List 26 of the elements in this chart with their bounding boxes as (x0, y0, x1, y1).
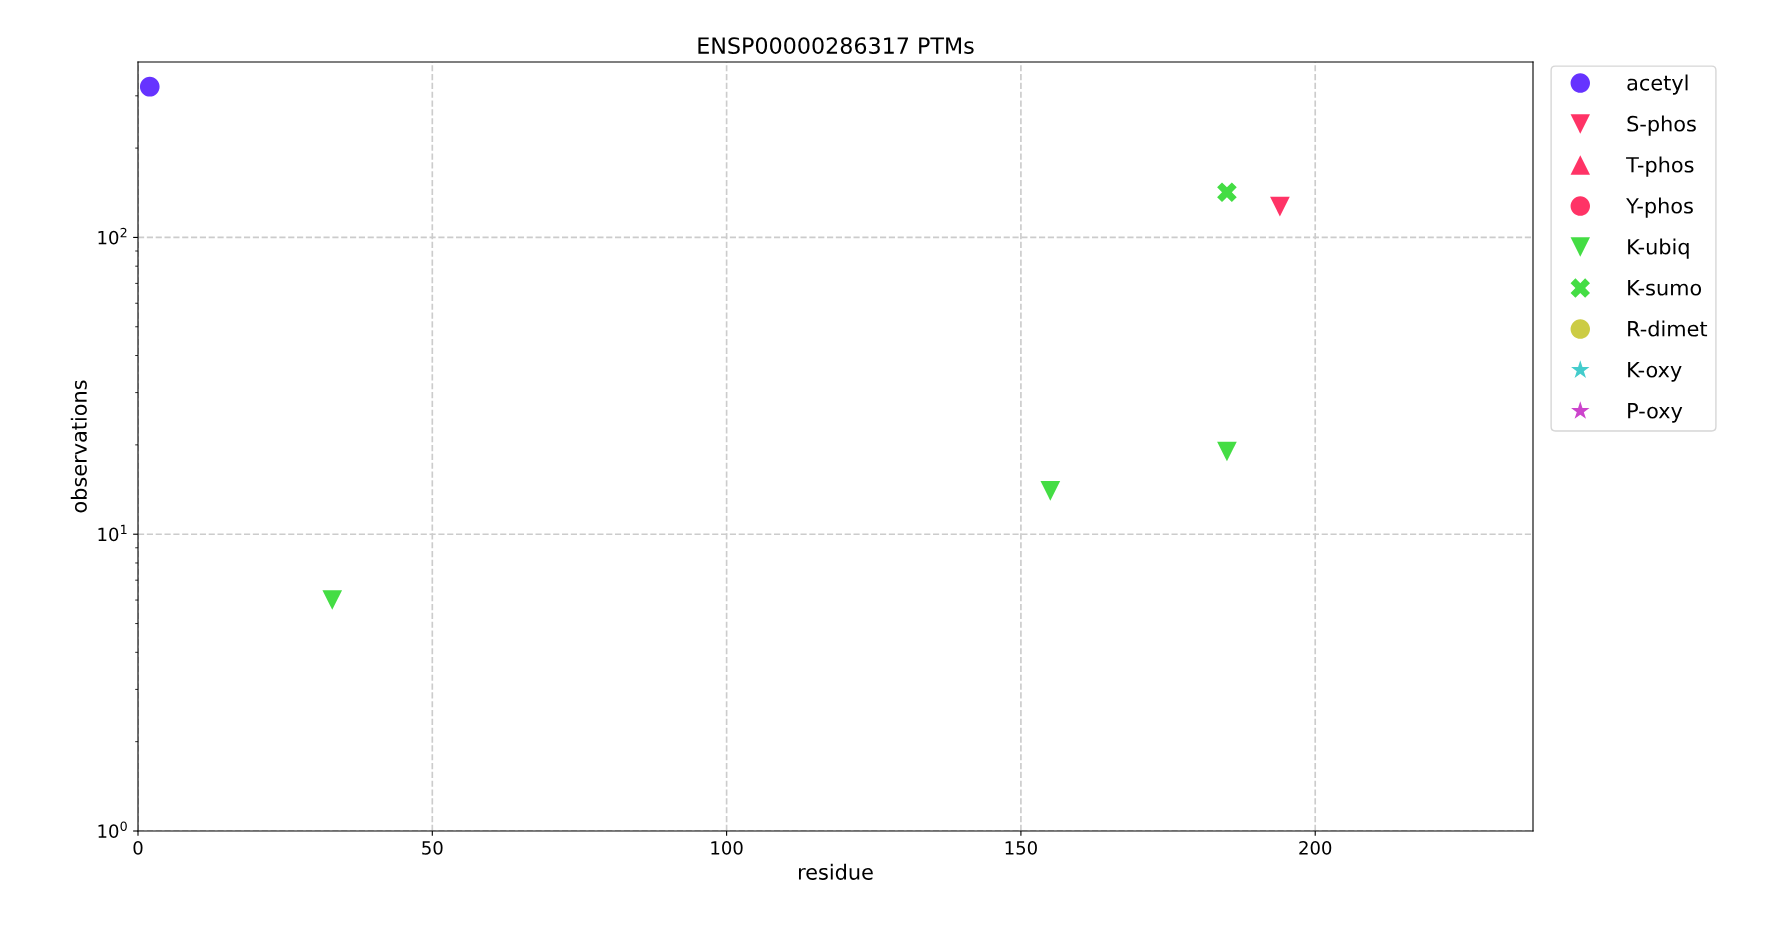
chart-title: ENSP00000286317 PTMs (698, 37, 974, 54)
x-tick-label: 50 (422, 841, 443, 855)
legend-label: S-phos (1627, 115, 1696, 136)
y-axis-title: observations (70, 380, 87, 513)
legend-label: Y-phos (1626, 197, 1693, 218)
x-tick-label: 100 (711, 841, 743, 855)
legend-label: K-oxy (1628, 362, 1682, 382)
x-tick-label: 0 (133, 841, 143, 855)
x-axis-title: residue (798, 863, 873, 880)
point (322, 590, 343, 610)
point (139, 76, 160, 97)
legend-label: P-oxy (1628, 403, 1683, 423)
legend-label: K-sumo (1628, 280, 1702, 296)
legend-label: R-dimet (1628, 320, 1708, 337)
point (1270, 196, 1290, 217)
legend-label: K-ubiq (1628, 238, 1689, 259)
y-tick-label: 10$^{0}$ (98, 821, 127, 838)
x-tick-label: 200 (1299, 841, 1332, 855)
point (1217, 441, 1237, 462)
legend-label: acetyl (1627, 74, 1688, 95)
y-tick-label: 10$^{1}$ (98, 524, 127, 542)
legend-label: T-phos (1626, 156, 1694, 177)
point (1217, 182, 1237, 203)
y-tick-label: 10$^{2}$ (98, 227, 127, 245)
point (1040, 481, 1061, 501)
x-tick-label: 150 (1005, 841, 1037, 855)
